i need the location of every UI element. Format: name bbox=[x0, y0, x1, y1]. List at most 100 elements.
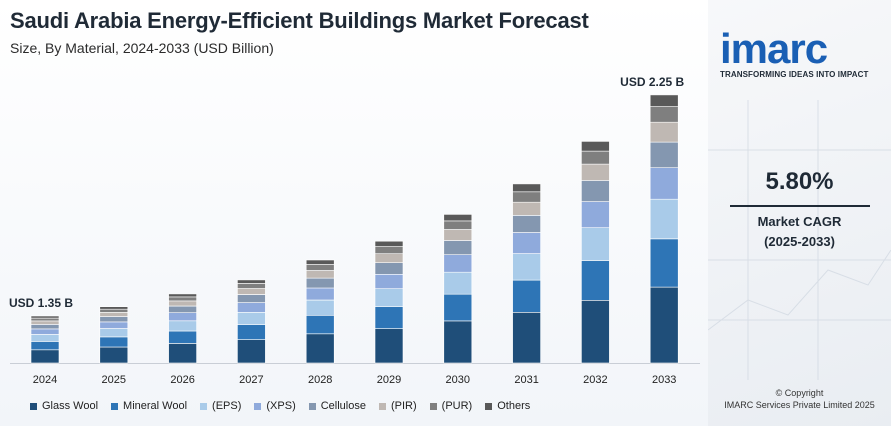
legend-item: Mineral Wool bbox=[111, 400, 187, 412]
bar-segment-2030-cellulose bbox=[443, 240, 473, 255]
x-tick-label: 2026 bbox=[170, 374, 194, 386]
bar-segment-2030-xps bbox=[443, 254, 473, 273]
legend-label: (PIR) bbox=[390, 400, 417, 412]
cagr-period: (2025-2033) bbox=[764, 234, 835, 249]
x-tick-label: 2031 bbox=[514, 374, 538, 386]
bar-segment-2033-xps bbox=[649, 167, 679, 200]
legend-item: (PIR) bbox=[378, 400, 417, 412]
bar-segment-2027-cellulose bbox=[237, 294, 266, 303]
bar-segment-2028-cellulose bbox=[305, 277, 335, 289]
bar-segment-2027-mineralwool bbox=[237, 324, 266, 340]
x-tick-label: 2033 bbox=[652, 374, 676, 386]
bar-segment-2024-mineralwool bbox=[30, 341, 60, 351]
bar-segment-2030-pir bbox=[443, 229, 473, 241]
cagr-value: 5.80% bbox=[765, 168, 834, 195]
legend-swatch bbox=[378, 402, 386, 410]
chart-legend: Glass Wool Mineral Wool (EPS) (XPS) Cellulos… bbox=[30, 398, 543, 414]
bar-segment-2033-cellulose bbox=[649, 141, 679, 169]
logo-tagline: TRANSFORMING IDEAS INTO IMPACT bbox=[720, 70, 869, 79]
bar-segment-2028-others bbox=[305, 259, 335, 265]
bar-segment-2032-cellulose bbox=[581, 180, 610, 202]
bar-segment-2030-glasswool bbox=[443, 320, 473, 364]
copyright-owner: IMARC Services Private Limited 2025 bbox=[724, 400, 875, 410]
bar-segment-2027-xps bbox=[237, 302, 266, 313]
x-tick-label: 2025 bbox=[102, 374, 126, 386]
bar-segment-2031-pur bbox=[512, 191, 541, 203]
total-value-label: USD 2.25 B bbox=[620, 75, 684, 89]
legend-swatch bbox=[308, 402, 316, 410]
bar-segment-2026-glasswool bbox=[168, 343, 197, 364]
bar-segment-2031-others bbox=[512, 183, 541, 193]
bar-segment-2032-xps bbox=[581, 201, 610, 229]
legend-item: Cellulose bbox=[308, 400, 366, 412]
bar-segment-2024-others bbox=[30, 315, 60, 319]
legend-swatch bbox=[30, 402, 37, 410]
bar-segment-2029-mineralwool bbox=[374, 306, 404, 329]
bar-segment-2030-eps bbox=[443, 271, 473, 295]
bar-segment-2027-others bbox=[237, 279, 266, 284]
bar-segment-2029-glasswool bbox=[374, 328, 404, 364]
bar-segment-2032-mineralwool bbox=[581, 260, 610, 301]
x-tick-label: 2028 bbox=[308, 374, 332, 386]
bar-segment-2026-pir bbox=[168, 300, 197, 307]
x-tick-label: 2032 bbox=[583, 374, 607, 386]
legend-item: (EPS) bbox=[200, 400, 241, 412]
bar-segment-2027-eps bbox=[237, 311, 266, 325]
bar-segment-2024-pir bbox=[30, 320, 60, 325]
x-tick-label: 2024 bbox=[33, 374, 57, 386]
bar-segment-2028-mineralwool bbox=[305, 314, 335, 335]
bar-segment-2025-glasswool bbox=[99, 346, 129, 364]
x-tick-label: 2027 bbox=[239, 374, 263, 386]
legend-item: (XPS) bbox=[254, 400, 296, 412]
bar-segment-2026-pur bbox=[168, 296, 197, 302]
bar-segment-2032-pur bbox=[581, 150, 610, 165]
x-tick-label: 2029 bbox=[377, 374, 401, 386]
copyright-line: © Copyright bbox=[775, 388, 824, 398]
bar-segment-2025-xps bbox=[99, 321, 129, 329]
bar-segment-2027-pur bbox=[237, 283, 266, 289]
bar-segment-2026-mineralwool bbox=[168, 330, 197, 344]
legend-label: Cellulose bbox=[320, 400, 366, 412]
stacked-bar-chart: 2024 2025 2026 2027 2028 2029 2030 2031 2032 2033… bbox=[9, 75, 700, 386]
bar-segment-2033-pur bbox=[649, 106, 679, 123]
imarc-logo: imarc bbox=[720, 25, 828, 72]
bar-segment-2026-eps bbox=[168, 320, 197, 332]
legend-label: (XPS) bbox=[266, 400, 296, 412]
bar-segment-2025-mineralwool bbox=[99, 336, 129, 348]
legend-label: Glass Wool bbox=[42, 400, 99, 412]
bar-segment-2027-pir bbox=[237, 288, 266, 295]
cagr-divider bbox=[730, 205, 870, 207]
bar-segment-2030-pur bbox=[443, 220, 473, 230]
legend-swatch bbox=[111, 402, 119, 410]
bar-segment-2026-others bbox=[168, 293, 197, 298]
legend-label: (EPS) bbox=[212, 400, 242, 412]
bar-segment-2025-eps bbox=[99, 328, 129, 338]
bar-segment-2028-pur bbox=[305, 264, 335, 271]
legend-item: Glass Wool bbox=[30, 400, 98, 412]
legend-label: (PUR) bbox=[441, 400, 473, 412]
bar-segment-2026-xps bbox=[168, 312, 197, 322]
bar-segment-2033-eps bbox=[649, 198, 679, 240]
bar-segment-2031-pir bbox=[512, 201, 541, 216]
x-tick-label: 2030 bbox=[446, 374, 470, 386]
bar-segment-2029-others bbox=[374, 240, 404, 247]
bar-segment-2031-eps bbox=[512, 253, 541, 281]
bar-segment-2029-xps bbox=[374, 273, 404, 289]
bar-segment-2029-eps bbox=[374, 288, 404, 308]
bar-segment-2033-pir bbox=[649, 121, 679, 143]
bar-segment-2031-cellulose bbox=[512, 215, 541, 233]
bar-segment-2026-cellulose bbox=[168, 305, 197, 314]
bar-segment-2025-pir bbox=[99, 312, 129, 317]
chart-panel: Saudi Arabia Energy-Efficient Buildings … bbox=[0, 0, 708, 426]
bar-segment-2024-eps bbox=[30, 334, 60, 342]
info-sidebar: imarc TRANSFORMING IDEAS INTO IMPACT 5.8… bbox=[708, 0, 891, 426]
legend-item: (PUR) bbox=[429, 400, 473, 412]
bar-segment-2029-pur bbox=[374, 246, 404, 255]
bar-segment-2032-others bbox=[581, 141, 610, 152]
background-decoration bbox=[708, 100, 891, 380]
bar-segment-2030-mineralwool bbox=[443, 293, 473, 322]
bar-segment-2025-others bbox=[99, 306, 129, 310]
legend-swatch bbox=[200, 402, 208, 410]
bar-segment-2032-glasswool bbox=[581, 299, 610, 364]
bar-segment-2031-mineralwool bbox=[512, 279, 541, 313]
